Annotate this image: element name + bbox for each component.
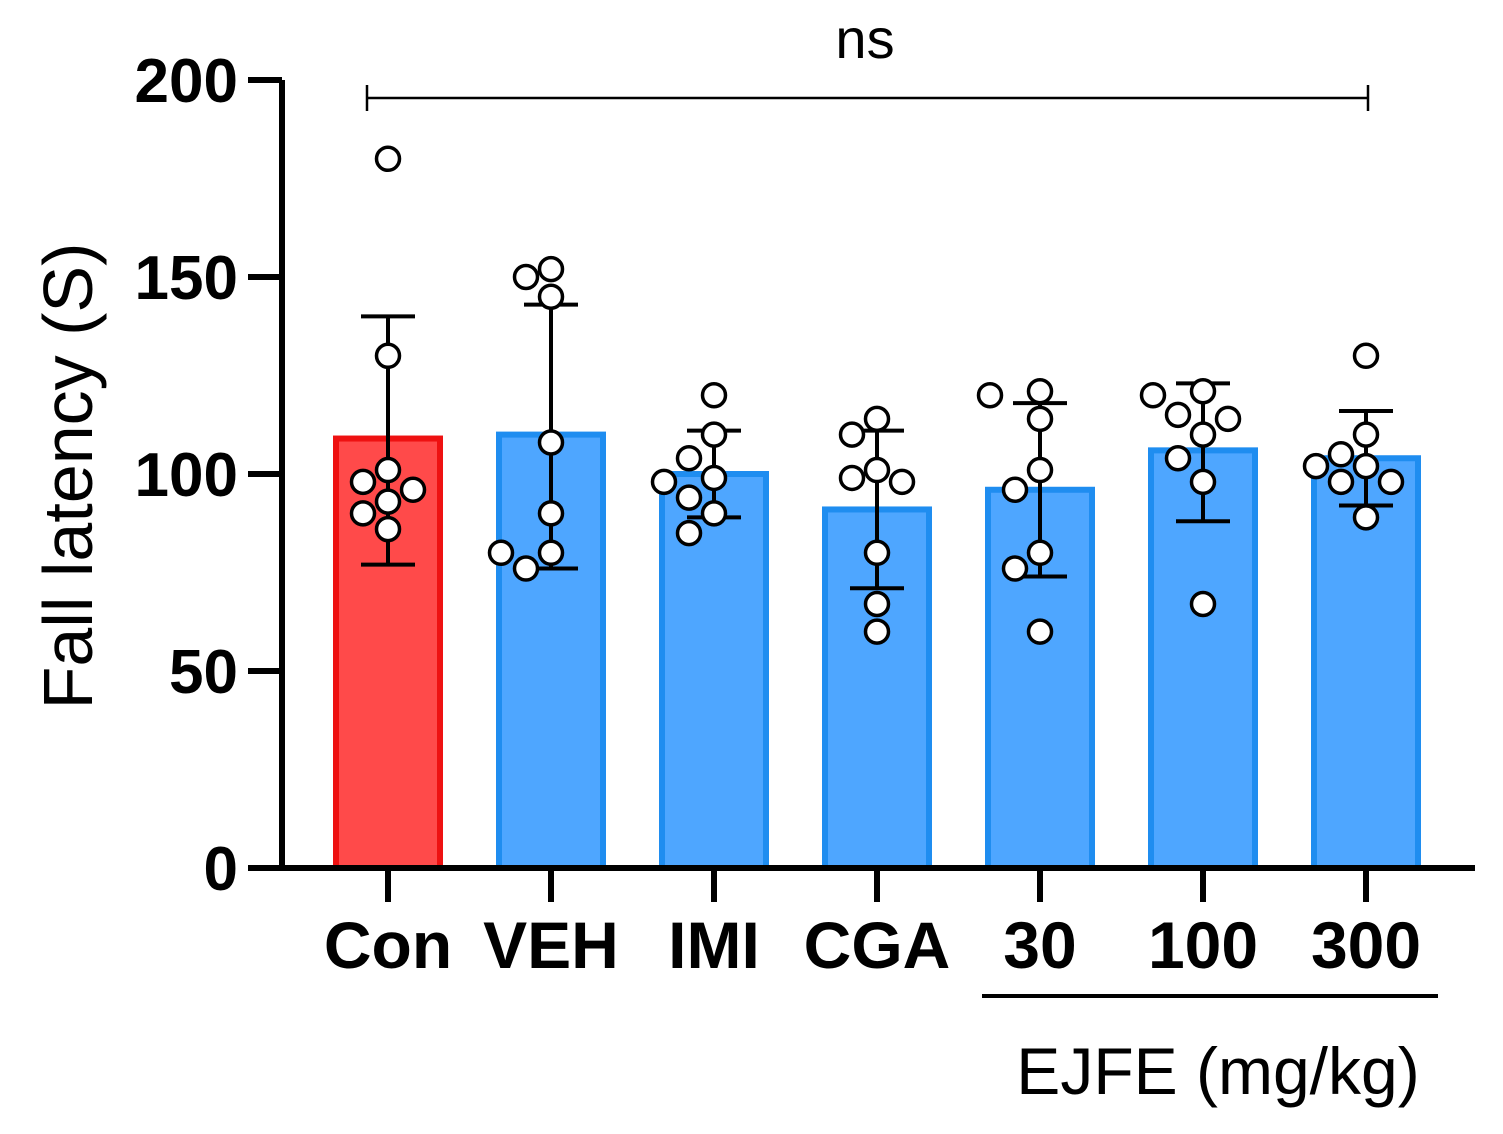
data-point-30 [1026,405,1054,433]
data-point-VEH [512,263,540,291]
data-point-VEH [487,539,515,567]
group-label-annotation: EJFE (mg/kg) [1016,1034,1419,1108]
y-tick-label-100: 100 [135,441,238,510]
data-point-300 [1352,342,1380,370]
data-point-IMI [650,468,678,496]
y-tick-label-50: 50 [169,638,238,707]
data-point-Con [374,456,402,484]
data-point-Con [374,342,402,370]
significance-label: ns [835,7,894,70]
y-tick-label-200: 200 [135,47,238,116]
x-tick-label-VEH: VEH [483,908,619,982]
data-point-CGA [888,468,916,496]
data-point-Con [374,488,402,515]
data-point-IMI [675,484,703,511]
data-point-300 [1352,452,1380,480]
x-tick-label-CGA: CGA [804,908,951,982]
data-point-300 [1352,421,1380,448]
tick-labels-layer: 0 50 100 150 200 Con VEH IMI CGA 30 100 300 [135,47,1422,982]
y-tick-label-150: 150 [135,244,238,313]
x-tick-label-IMI: IMI [668,908,760,982]
data-point-Con [374,515,402,543]
data-point-IMI [700,500,728,527]
data-point-VEH [537,539,565,567]
data-point-CGA [838,464,866,492]
data-point-VEH [537,283,565,310]
data-point-100 [1164,444,1192,472]
data-point-IMI [675,519,703,547]
data-point-CGA [863,405,891,433]
data-point-300 [1327,468,1355,496]
data-point-100 [1189,590,1217,618]
data-point-IMI [700,464,728,492]
data-point-30 [1026,378,1054,405]
y-tick-label-0: 0 [204,835,238,904]
data-point-30 [976,381,1004,409]
data-point-30 [1026,539,1054,567]
data-point-Con [374,145,402,173]
data-point-100 [1139,381,1167,409]
data-point-IMI [700,421,728,448]
data-points-layer [349,145,1405,645]
data-point-VEH [512,555,540,582]
annotation-lines-layer [365,85,1438,998]
data-point-100 [1189,468,1217,496]
data-point-100 [1189,378,1217,405]
data-point-30 [1001,476,1029,504]
data-point-100 [1214,405,1242,433]
data-point-300 [1302,452,1330,480]
data-point-VEH [537,255,565,283]
data-point-Con [349,500,377,527]
y-axis-title-group: Fall latency (S) [29,243,107,710]
x-tick-label-30: 30 [1003,908,1076,982]
bar-CGA [822,506,932,871]
data-point-30 [1026,456,1054,484]
x-tick-label-Con: Con [324,908,452,982]
data-point-CGA [863,539,891,567]
axes-layer [248,77,1475,902]
data-point-CGA [863,590,891,618]
significance-annotation: ns [835,7,894,70]
x-tick-label-100: 100 [1148,908,1258,982]
data-point-CGA [863,456,891,484]
data-point-30 [1001,555,1029,582]
data-point-300 [1377,468,1405,496]
data-point-100 [1189,421,1217,448]
data-point-IMI [675,444,703,472]
group-label: EJFE (mg/kg) [1016,1034,1419,1108]
data-point-IMI [700,381,728,409]
y-axis-title: Fall latency (S) [29,243,107,710]
data-point-30 [1026,618,1054,645]
data-point-Con [349,468,377,496]
data-point-Con [399,476,427,504]
data-point-VEH [537,500,565,527]
data-point-300 [1327,441,1355,468]
data-point-VEH [537,429,565,456]
data-point-CGA [838,421,866,448]
x-tick-label-300: 300 [1311,908,1421,982]
data-point-CGA [863,618,891,645]
data-point-300 [1352,504,1380,531]
data-point-100 [1164,401,1192,429]
